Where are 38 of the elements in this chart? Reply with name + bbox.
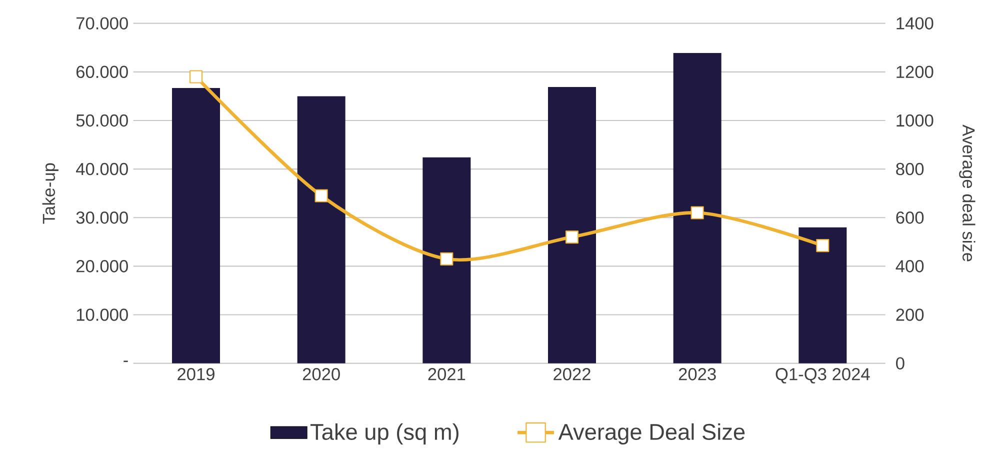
point	[690, 206, 704, 220]
point	[314, 189, 328, 202]
y-tick-label: -	[124, 360, 128, 362]
y2-axis-title: Average deal size	[959, 124, 976, 262]
bar	[172, 88, 220, 364]
y2-tick-label: 1400	[896, 17, 934, 30]
bar	[422, 157, 471, 364]
y-tick-label: 40.000	[76, 162, 128, 176]
bar	[673, 52, 722, 364]
y2-tick-label: 800	[896, 162, 924, 176]
y-tick-label: 50.000	[76, 114, 128, 127]
bar	[798, 227, 847, 364]
y-tick-label: 60.000	[76, 66, 128, 78]
point	[565, 230, 579, 244]
bar	[297, 96, 346, 364]
y2-tick-label: 0	[896, 357, 904, 370]
x-tick-label: 2022	[554, 368, 590, 380]
y2-tick-label: 400	[896, 260, 924, 272]
bar	[548, 86, 596, 364]
x-tick-label: 2019	[178, 368, 214, 380]
x-tick-label: 2023	[678, 368, 716, 380]
y2-tick-label: 1200	[896, 66, 934, 78]
y2-tick-label: 600	[896, 211, 924, 224]
y-tick-label: 10.000	[76, 308, 128, 321]
point	[189, 70, 203, 84]
point	[440, 252, 454, 266]
y-axis-title: Take-up	[42, 163, 58, 224]
y-tick-label: 70.000	[76, 17, 128, 30]
x-tick-label: 2020	[302, 368, 340, 380]
legend-label: Take up (sq m)	[310, 423, 458, 444]
y-tick-label: 20.000	[76, 260, 128, 272]
y2-tick-label: 200	[896, 308, 924, 321]
x-tick-label: Q1-Q3 2024	[776, 368, 870, 384]
x-tick-label: 2021	[428, 368, 466, 380]
y-tick-label: 30.000	[76, 211, 128, 224]
point	[816, 239, 830, 252]
y2-tick-label: 1000	[896, 114, 934, 127]
legend-label: Average Deal Size	[558, 423, 745, 444]
